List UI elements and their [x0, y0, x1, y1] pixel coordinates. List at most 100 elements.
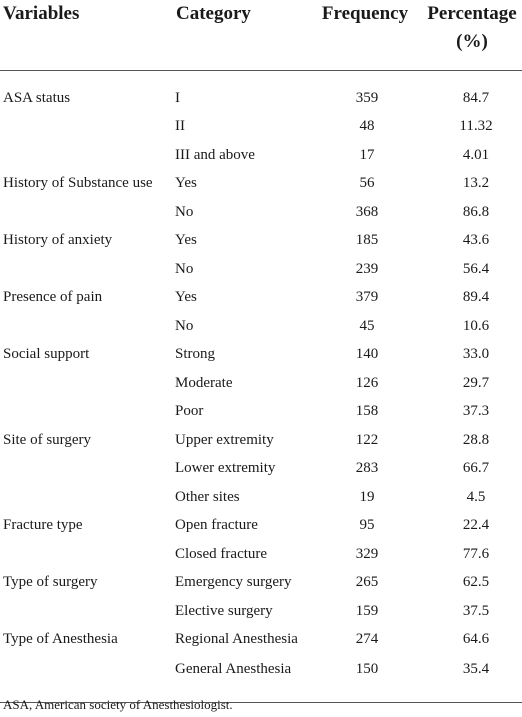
cell-frequency: 185: [355, 232, 379, 249]
cell-frequency: 56: [359, 175, 375, 192]
cell-category: Yes: [175, 289, 197, 306]
cell-frequency: 48: [359, 118, 375, 135]
cell-category: Open fracture: [175, 517, 258, 534]
table-row: Poor 158 37.3: [0, 398, 522, 427]
table-header: Variables Category Frequency Percentage …: [0, 0, 522, 71]
table-row: ASA status I 359 84.7: [0, 84, 522, 113]
cell-category: No: [175, 203, 194, 220]
cell-frequency: 274: [355, 631, 379, 648]
cell-category: No: [175, 317, 194, 334]
cell-category: No: [175, 260, 194, 277]
cell-category: Elective surgery: [175, 602, 273, 619]
table-row: No 45 10.6: [0, 312, 522, 341]
table-row: No 368 86.8: [0, 198, 522, 227]
table-row: Site of surgery Upper extremity 122 28.8: [0, 426, 522, 455]
table-row: Social support Strong 140 33.0: [0, 341, 522, 370]
cell-category: Emergency surgery: [175, 574, 292, 591]
cell-variable: Type of Anesthesia: [3, 631, 118, 648]
header-row: Variables Category Frequency Percentage …: [0, 0, 522, 71]
cell-percentage: 22.4: [462, 517, 490, 534]
cell-percentage: 37.3: [462, 403, 490, 420]
cell-variable: [0, 597, 172, 626]
cell-frequency: 45: [359, 317, 375, 334]
cell-frequency: 122: [355, 431, 379, 448]
table-row: Presence of pain Yes 379 89.4: [0, 284, 522, 313]
table-row: Other sites 19 4.5: [0, 483, 522, 512]
cell-percentage: 43.6: [462, 232, 490, 249]
cell-frequency: 359: [355, 89, 379, 106]
cell-percentage: 28.8: [462, 431, 490, 448]
header-category: Category: [176, 3, 251, 24]
cell-variable: [0, 255, 172, 284]
cell-category: Yes: [175, 232, 197, 249]
cell-frequency: 126: [355, 374, 379, 391]
cell-variable: [0, 540, 172, 569]
cell-variable: Type of surgery: [3, 574, 98, 591]
cell-variable: Site of surgery: [3, 431, 92, 448]
cell-variable: Fracture type: [3, 517, 83, 534]
cell-variable: ASA status: [3, 89, 71, 106]
table-row: Type of surgery Emergency surgery 265 62.5: [0, 569, 522, 598]
cell-frequency: 379: [355, 289, 379, 306]
cell-frequency: 368: [355, 203, 379, 220]
cell-variable: [0, 483, 172, 512]
cell-percentage: 4.5: [466, 488, 486, 505]
cell-category: Regional Anesthesia: [175, 631, 298, 648]
cell-variable: [0, 455, 172, 484]
cell-category: Lower extremity: [175, 460, 276, 477]
cell-frequency: 19: [359, 488, 375, 505]
cell-frequency: 159: [355, 602, 379, 619]
cell-percentage: 33.0: [462, 346, 490, 363]
table-row: History of Substance use Yes 56 13.2: [0, 170, 522, 199]
table-spacer-row: [0, 71, 522, 85]
header-frequency: Frequency: [321, 3, 409, 24]
cell-frequency: 140: [355, 346, 379, 363]
cell-percentage: 62.5: [462, 574, 490, 591]
cell-percentage: 13.2: [462, 175, 490, 192]
cell-category: Strong: [175, 346, 216, 363]
cell-percentage: 89.4: [462, 289, 490, 306]
cell-percentage: 84.7: [462, 89, 490, 106]
header-percentage-line1: Percentage: [427, 3, 517, 24]
cell-percentage: 4.01: [462, 146, 490, 163]
header-percentage: Percentage (%): [416, 0, 522, 71]
cell-variable: Social support: [3, 346, 90, 363]
cell-percentage: 86.8: [462, 203, 490, 220]
cell-percentage: 64.6: [462, 631, 490, 648]
cell-variable: History of anxiety: [3, 232, 113, 249]
cell-category: Poor: [175, 403, 204, 420]
cell-variable: [0, 113, 172, 142]
table-row: Lower extremity 283 66.7: [0, 455, 522, 484]
cell-frequency: 95: [359, 517, 375, 534]
cell-frequency: 329: [355, 545, 379, 562]
cell-percentage: 66.7: [462, 460, 490, 477]
cell-variable: [0, 141, 172, 170]
table-bottom-rule: [0, 684, 522, 703]
cell-percentage: 29.7: [462, 374, 490, 391]
cell-frequency: 283: [355, 460, 379, 477]
cell-category: General Anesthesia: [175, 660, 292, 677]
table-row: Moderate 126 29.7: [0, 369, 522, 398]
table-row: Type of Anesthesia Regional Anesthesia 274…: [0, 626, 522, 655]
cell-percentage: 10.6: [462, 317, 490, 334]
cell-frequency: 158: [355, 403, 379, 420]
cell-frequency: 239: [355, 260, 379, 277]
cell-variable: Presence of pain: [3, 289, 103, 306]
table-row: General Anesthesia 150 35.4: [0, 654, 522, 684]
cell-category: Upper extremity: [175, 431, 274, 448]
cell-percentage: 77.6: [462, 545, 490, 562]
cell-variable: History of Substance use: [3, 175, 153, 192]
cell-category: Yes: [175, 175, 197, 192]
table-row: History of anxiety Yes 185 43.6: [0, 227, 522, 256]
table-row: II 48 11.32: [0, 113, 522, 142]
cell-variable: [0, 198, 172, 227]
table-row: No 239 56.4: [0, 255, 522, 284]
table-footnote: ASA, American society of Anesthesiologis…: [3, 697, 233, 712]
cell-category: Closed fracture: [175, 545, 268, 562]
cell-category: Other sites: [175, 488, 240, 505]
cell-percentage: 35.4: [462, 660, 490, 677]
table-row: Elective surgery 159 37.5: [0, 597, 522, 626]
cell-variable: [0, 312, 172, 341]
table-row: Fracture type Open fracture 95 22.4: [0, 512, 522, 541]
